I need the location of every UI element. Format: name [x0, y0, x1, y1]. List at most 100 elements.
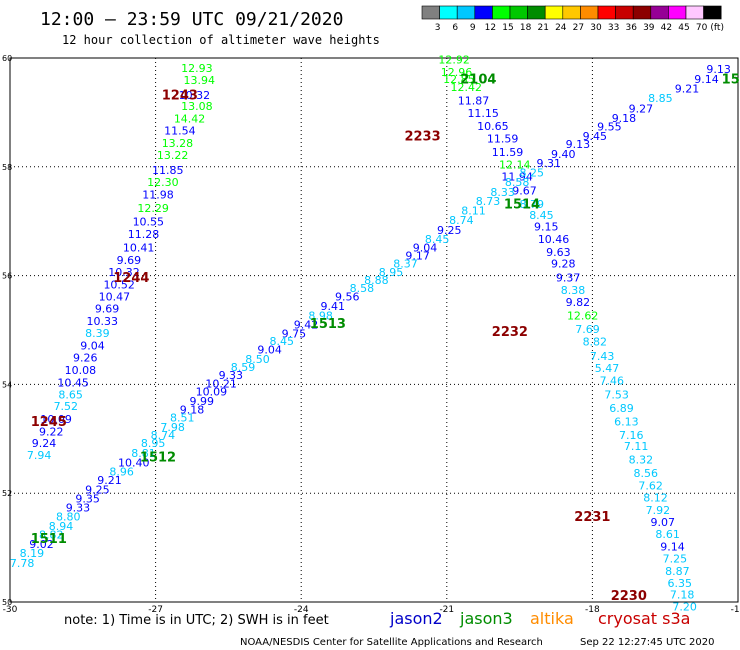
footer-note: note: 1) Time is in UTC; 2) SWH is in fe…	[64, 613, 329, 628]
swh-point: 9.18	[612, 112, 637, 125]
swh-point: 7.16	[619, 429, 644, 442]
swh-point: 9.14	[694, 73, 719, 86]
swh-point: 9.69	[95, 302, 120, 315]
pass-time-label: 1512	[140, 450, 176, 465]
swh-point: 10.32	[108, 266, 140, 279]
legend-label: 18	[520, 23, 532, 33]
legend-label: 42	[661, 23, 672, 33]
pass-time-label: 1514	[504, 197, 540, 212]
legend-label: 6	[452, 23, 458, 33]
color-scale-legend: 3 6 9 12 15 18 21 24 27 30 33 36 39 42 45 70 (ft)	[421, 5, 724, 33]
swh-point: 9.45	[583, 130, 608, 143]
satellite-legend-entry: cryosat s3a	[598, 609, 690, 628]
swh-point: 9.13	[566, 138, 591, 151]
swh-point: 7.78	[10, 557, 35, 570]
swh-point: 11.59	[492, 146, 524, 159]
swh-point: 11.85	[152, 164, 184, 177]
swh-point: 13.08	[181, 100, 213, 113]
swh-point: 7.69	[575, 323, 600, 336]
swh-point: 10.08	[65, 364, 97, 377]
pass-time-label: 2230	[611, 589, 647, 604]
swh-point: 9.63	[546, 246, 571, 259]
swh-point: 9.25	[85, 483, 110, 496]
swh-point: 7.53	[604, 388, 629, 401]
y-tick-label: 54	[2, 380, 12, 389]
swh-point: 9.37	[556, 271, 581, 284]
swh-point: 8.98	[308, 309, 333, 322]
swh-point: 8.74	[151, 429, 176, 442]
swh-point: 12.42	[450, 81, 482, 94]
legend-label: 33	[608, 23, 619, 33]
y-tick-label: 60	[2, 54, 12, 63]
swh-point: 8.94	[49, 520, 74, 533]
swh-point: 9.99	[189, 395, 214, 408]
swh-point: 9.26	[73, 351, 98, 364]
legend-label: 30	[590, 23, 602, 33]
swh-point: 9.04	[80, 339, 105, 352]
pass-time-label: 2232	[492, 325, 528, 340]
swh-point: 9.31	[536, 157, 561, 170]
chart-subtitle: 12 hour collection of altimeter wave hei…	[62, 33, 380, 47]
swh-point: 10.55	[133, 215, 165, 228]
satellite-legend-entry: jason3	[459, 609, 513, 628]
swh-point: 9.67	[512, 184, 537, 197]
swh-point: 8.38	[561, 284, 586, 297]
x-tick-label: -24	[294, 605, 309, 615]
satellite-legend: jason2 jason3 altika cryosat s3a	[389, 609, 690, 628]
swh-point: 10.33	[86, 315, 118, 328]
legend-swatch	[509, 5, 528, 20]
swh-point: 9.40	[551, 148, 576, 161]
plot-frame	[9, 57, 739, 603]
swh-point: 8.88	[364, 274, 389, 287]
swh-point: 10.32	[179, 89, 211, 102]
legend-swatch	[650, 5, 669, 20]
swh-point: 8.82	[583, 336, 608, 349]
legend-label: 45	[678, 23, 689, 33]
swh-point: 7.11	[624, 440, 649, 453]
legend-label: 3	[435, 23, 441, 33]
swh-point: 8.95	[379, 266, 404, 279]
swh-point: 13.94	[184, 74, 216, 87]
satellite-legend-entry: jason2	[389, 609, 443, 628]
swh-point: 8.33	[490, 186, 515, 199]
swh-point: 9.82	[566, 296, 591, 309]
swh-point: 5.47	[595, 362, 620, 375]
swh-point: 6.35	[668, 577, 693, 590]
swh-point: 9.27	[629, 103, 654, 116]
swh-point: 10.45	[57, 376, 89, 389]
swh-point: 9.33	[219, 369, 244, 382]
legend-swatch	[456, 5, 476, 20]
footer-timestamp: Sep 22 12:27:45 UTC 2020	[580, 637, 714, 648]
swh-point: 8.73	[476, 195, 501, 208]
swh-point: 9.22	[39, 425, 64, 438]
legend-swatch	[544, 5, 564, 20]
swh-point: 10.46	[538, 233, 570, 246]
swh-point: 11.98	[142, 189, 174, 202]
legend-unit: (ft)	[710, 23, 724, 33]
swh-point: 7.92	[646, 504, 671, 517]
swh-point: 8.82	[39, 529, 64, 542]
swh-point: 9.24	[32, 437, 57, 450]
swh-point: 12.96	[441, 66, 473, 79]
swh-point: 7.43	[590, 350, 615, 363]
swh-point: 10.41	[123, 241, 155, 254]
swh-point: 13.28	[162, 137, 194, 150]
swh-point: 12.93	[181, 62, 213, 75]
swh-point: 9.14	[660, 541, 685, 554]
legend-swatch	[597, 5, 616, 20]
swh-point: 8.80	[56, 511, 81, 524]
swh-point: 7.94	[27, 449, 52, 462]
legend-label: 36	[625, 23, 637, 33]
footer-credit: NOAA/NESDIS Center for Satellite Applica…	[240, 637, 543, 648]
y-tick-label: 56	[2, 272, 12, 281]
swh-point: 8.85	[648, 92, 673, 105]
pass-time-label: 1511	[31, 532, 67, 547]
grid-lines	[9, 57, 739, 603]
legend-swatch	[492, 5, 511, 20]
swh-point: 8.95	[141, 437, 166, 450]
x-tick-label: -30	[3, 605, 18, 615]
swh-point: 9.28	[551, 258, 576, 271]
swh-point: 11.59	[487, 133, 519, 146]
swh-point: 9.56	[335, 290, 360, 303]
